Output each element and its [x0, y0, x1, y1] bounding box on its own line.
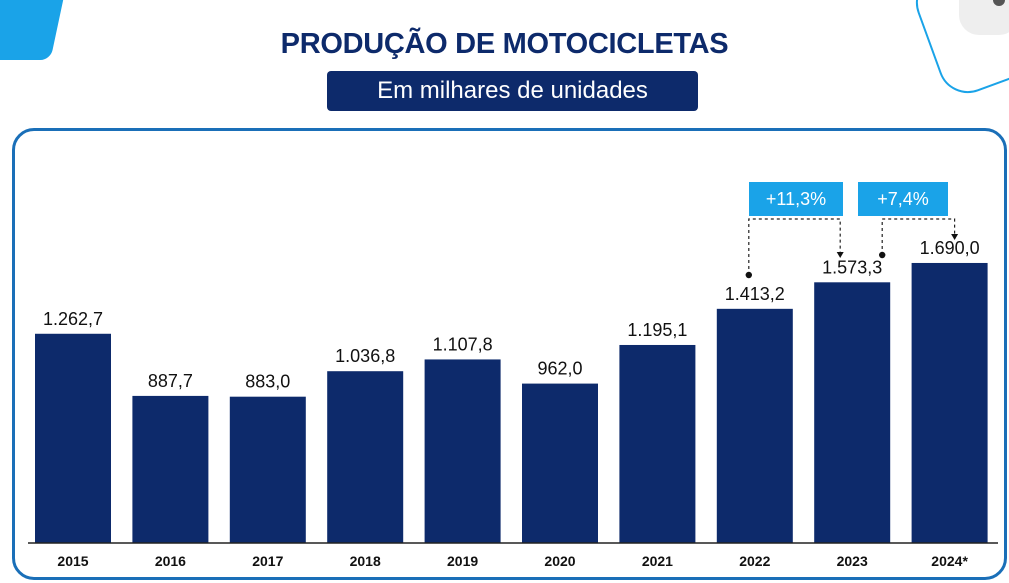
value-label: 962,0 [537, 359, 582, 379]
bar-2021 [619, 344, 696, 543]
x-tick-label: 2015 [57, 553, 88, 569]
growth-badge [749, 182, 843, 216]
chart-subtitle: Em milhares de unidades [327, 71, 698, 111]
connector-dot [745, 271, 752, 279]
growth-connector [881, 218, 956, 255]
x-tick-label: 2019 [447, 553, 478, 569]
x-tick-label: 2023 [837, 553, 868, 569]
x-tick-label: 2016 [155, 553, 186, 569]
x-tick-label: 2021 [642, 553, 673, 569]
x-tick-label: 2018 [350, 553, 381, 569]
x-tick-label: 2022 [739, 553, 770, 569]
connector-dot [879, 251, 886, 259]
value-label: 883,0 [245, 372, 290, 392]
growth-badge [858, 182, 948, 216]
chart-title: PRODUÇÃO DE MOTOCICLETAS [280, 28, 729, 60]
bar-2015 [35, 333, 111, 543]
chart-frame [12, 128, 1007, 580]
value-label: 1.107,8 [433, 334, 493, 354]
bar-2022 [716, 308, 793, 543]
value-label: 1.413,2 [725, 284, 785, 304]
value-label: 1.573,3 [822, 257, 882, 277]
value-label: 887,7 [148, 371, 193, 391]
value-label: 1.262,7 [43, 309, 103, 329]
value-label: 1.036,8 [335, 346, 395, 366]
bar-2016 [132, 395, 209, 543]
bar-2019 [424, 359, 501, 543]
bar-2023 [814, 282, 891, 543]
bar-2017 [229, 396, 306, 543]
growth-badge-label: +11,3% [766, 189, 826, 209]
x-tick-label: 2020 [544, 553, 575, 569]
connector-arrow [836, 252, 844, 258]
x-tick-label: 2024* [931, 553, 968, 569]
growth-badge-label: +7,4% [877, 189, 929, 209]
corner-decoration-fill [959, 0, 1009, 35]
value-label: 1.690,0 [920, 238, 980, 258]
corner-dot [993, 0, 1005, 6]
x-tick-label: 2017 [252, 553, 283, 569]
value-label: 1.195,1 [627, 320, 687, 340]
bar-2024* [911, 262, 988, 543]
connector-arrow [951, 234, 959, 240]
bar-2020 [522, 383, 598, 543]
bar-2018 [327, 371, 404, 543]
